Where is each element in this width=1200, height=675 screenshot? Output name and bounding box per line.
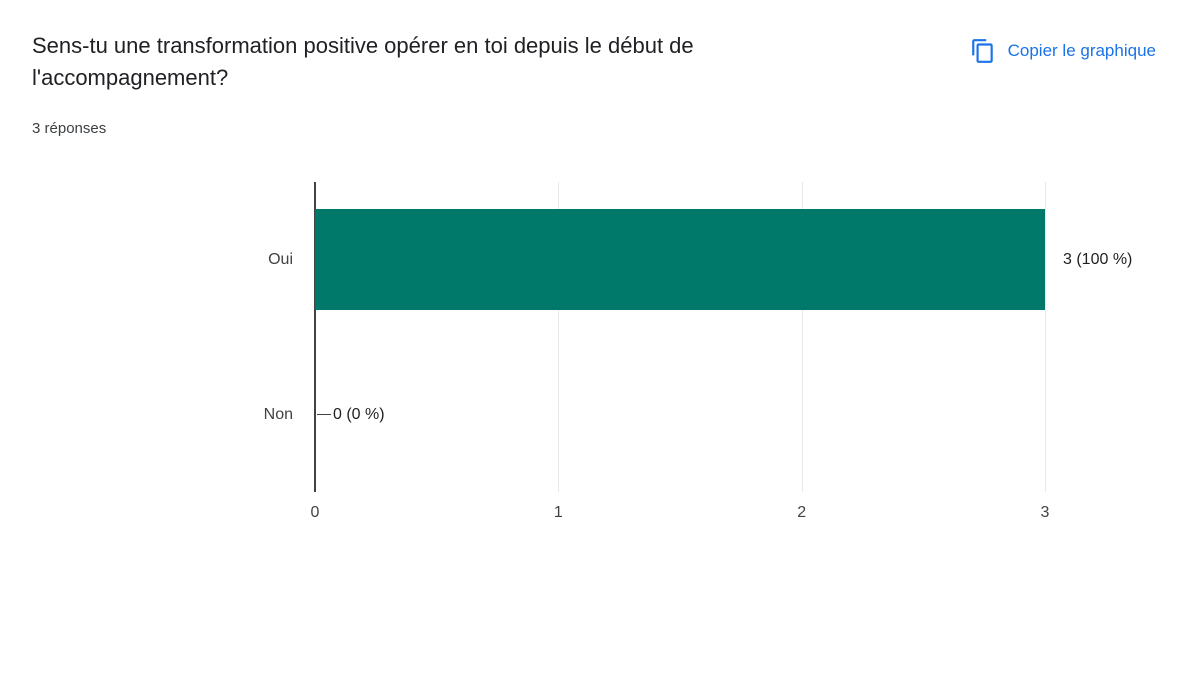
responses-count: 3 réponses: [32, 120, 107, 137]
value-label: 0 (0 %): [317, 406, 385, 424]
gridline: [801, 182, 803, 492]
copy-chart-label: Copier le graphique: [1007, 41, 1156, 60]
copy-icon: [970, 38, 996, 64]
x-tick-label: 3: [1040, 504, 1050, 521]
bar-chart: Oui 3 (100 %) Non 0 (0 %) 0 1 2 3: [264, 182, 1132, 521]
zero-callout-line: [317, 413, 331, 416]
question-title: Sens-tu une transformation positive opér…: [32, 33, 694, 90]
gridline: [1045, 182, 1046, 492]
y-axis-line: [314, 182, 316, 492]
gridline: [558, 182, 560, 492]
value-label: 3 (100 %): [1063, 250, 1133, 268]
x-tick-label: 2: [797, 504, 807, 521]
copy-chart-button[interactable]: Copier le graphique: [964, 34, 1162, 68]
category-label: Non: [263, 405, 293, 423]
plot-area: Oui 3 (100 %) Non 0 (0 %): [264, 182, 1132, 492]
category-label: Oui: [268, 250, 293, 268]
x-tick-label: 0: [310, 504, 320, 521]
x-tick-label: 1: [553, 504, 563, 521]
bar-oui[interactable]: [315, 209, 1045, 310]
x-axis: 0 1 2 3: [311, 504, 1050, 528]
